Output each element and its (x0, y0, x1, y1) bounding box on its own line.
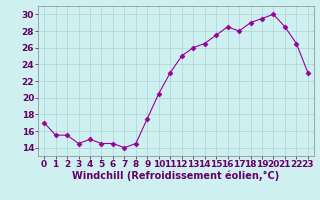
X-axis label: Windchill (Refroidissement éolien,°C): Windchill (Refroidissement éolien,°C) (72, 171, 280, 181)
